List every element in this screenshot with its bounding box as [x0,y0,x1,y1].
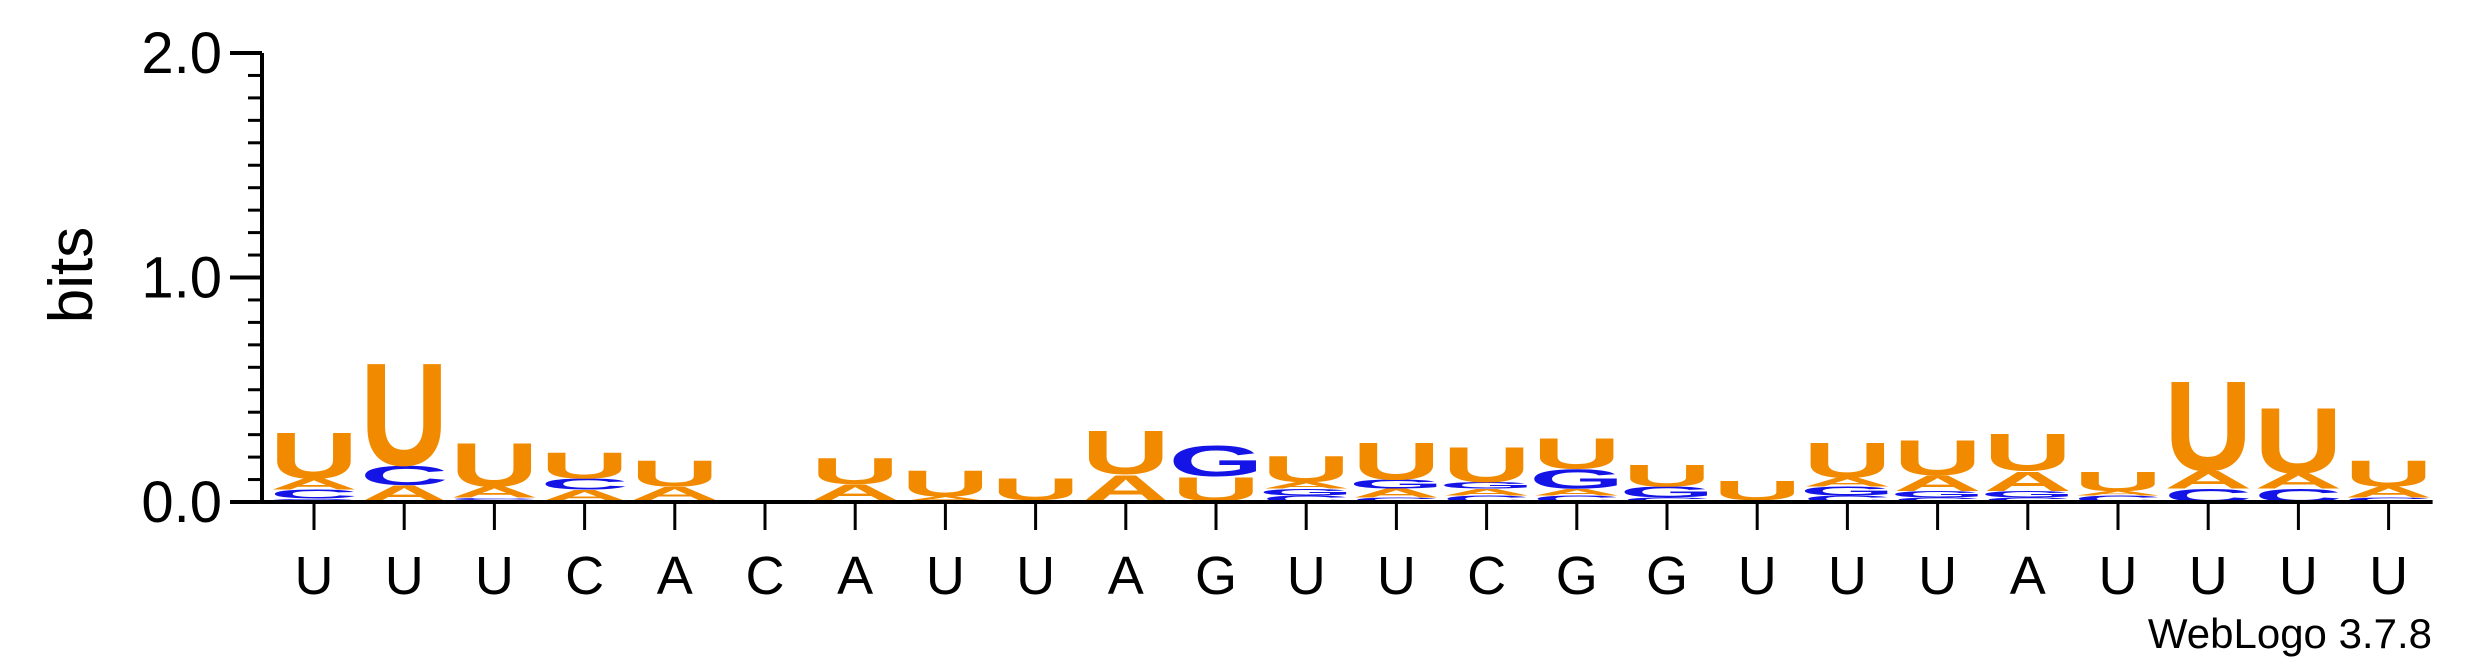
logo-letter-G: G [1168,437,1263,486]
logo-letter-A: A [270,476,358,493]
logo-letter-A: A [1262,480,1350,490]
y-axis-label: bits [37,227,106,323]
logo-letter-G: G [1259,487,1354,497]
logo-letter-U: U [450,430,538,500]
logo-letter-U: U [540,445,628,487]
logo-letter-U: U [1984,423,2072,482]
y-tick-label: 0.0 [141,470,222,535]
x-tick-label: U [2369,546,2408,606]
x-tick-label: U [385,546,424,606]
x-tick-label: U [1828,546,1867,606]
logo-letter-C: C [1893,496,1981,503]
x-tick-label: U [1738,546,1777,606]
x-tick-label: U [2189,546,2228,606]
logo-letter-U: U [360,332,448,496]
logo-letter-G: G [1890,489,1985,499]
logo-letter-U: U [2074,465,2162,496]
logo-letter-C: C [360,460,448,491]
logo-letter-U: U [1442,437,1530,493]
logo-letter-U: U [1082,417,1170,487]
logo-letter-C: C [1442,494,1530,504]
logo-letter-U: U [1262,448,1350,490]
x-tick-label: G [1195,546,1237,606]
x-tick-label: U [926,546,965,606]
logo-letter-G: G [1529,463,1624,494]
logo-letter-A: A [540,487,628,504]
logo-letter-A: A [1893,471,1981,495]
x-tick-label: U [1016,546,1055,606]
x-tick-label: G [1556,546,1598,606]
logo-letter-C: C [1262,494,1350,504]
logo-letter-G: G [1800,484,1895,498]
logo-letter-U: U [1803,432,1891,488]
logo-letter-C: C [1623,496,1711,503]
logo-letter-A: A [1984,465,2072,496]
logo-letter-G: G [1619,484,1714,501]
logo-letter-A: A [1533,487,1621,497]
x-tick-label: A [657,546,693,606]
logo-letter-A: A [2254,469,2342,493]
logo-letter-C: C [1984,496,2072,503]
logo-letter-U: U [2164,355,2252,498]
x-tick-label: U [1377,546,1416,606]
letter-stacks: GCAUGACUGCAUGACUCAUCAUCAUCUCAUCUGCGAUCAG… [266,332,2432,509]
x-tick-label: G [1646,546,1688,606]
logo-letter-U: U [631,453,719,495]
logo-letter-G: G [1349,477,1444,491]
y-tick-label: 1.0 [141,246,222,311]
x-tick-label: U [1918,546,1957,606]
logo-letter-U: U [901,463,989,505]
x-tick-label: U [1287,546,1326,606]
x-tick-label: A [2010,546,2046,606]
logo-letter-U: U [1623,458,1711,493]
logo-letter-C: C [1533,494,1621,504]
x-tick-label: C [565,546,604,606]
x-tick-label: C [746,546,785,606]
logo-letter-A: A [1803,475,1891,489]
x-tick-label: U [2279,546,2318,606]
x-tick-label: U [2099,546,2138,606]
logo-letter-C: C [2074,494,2162,504]
logo-letter-G: G [1439,480,1534,490]
logo-letter-A: A [2344,484,2432,501]
logo-letter-U: U [1533,429,1621,478]
logo-letter-A: A [901,495,989,502]
x-tick-label: C [1467,546,1506,606]
logo-letter-G: G [1980,489,2075,499]
logo-letter-C: C [1803,494,1891,504]
logo-letter-A: A [1352,486,1440,500]
logo-letter-U: U [811,451,899,493]
y-axis: 0.0 1.0 2.0 [141,21,264,535]
logo-letter-A: A [2074,490,2162,497]
logo-letter-A: A [450,484,538,501]
x-tick-label: A [837,546,873,606]
logo-letter-C: C [540,476,628,493]
weblogo-credit: WebLogo 3.7.8 [2148,610,2432,657]
logo-letter-C: C [270,487,358,501]
logo-letter-A: A [2164,466,2252,494]
x-tick-label: U [475,546,514,606]
x-tick-label: U [295,546,334,606]
logo-letter-C: C [1352,496,1440,503]
logo-letter-U: U [2344,453,2432,495]
logo-letter-U: U [1893,430,1981,486]
logo-letter-U: U [2254,389,2342,494]
logo-letter-C: C [450,497,538,500]
y-tick-label: 2.0 [141,21,222,86]
logo-letter-C: C [2344,496,2432,503]
logo-letter-U: U [1352,432,1440,491]
logo-letter-U: U [270,419,358,492]
logo-letter-A: A [631,483,719,504]
logo-letter-A: A [1442,487,1530,497]
x-tick-label: A [1108,546,1144,606]
